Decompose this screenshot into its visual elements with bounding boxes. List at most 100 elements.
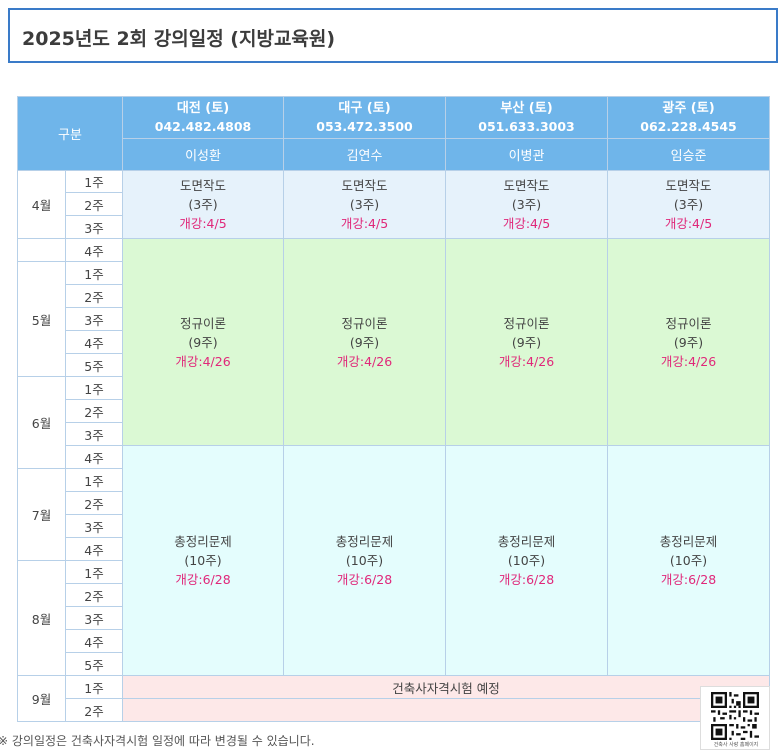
week-cell: 3주 (64, 514, 124, 538)
qr-caption: 건축사 사랑 홈페이지 (713, 742, 759, 748)
header-corner: 구분 (16, 96, 124, 171)
course-open-date: 개강:4/5 (502, 216, 551, 231)
branch-phone: 042.482.4808 (154, 118, 252, 134)
course-cell-theory: 정규이론 (9주) 개강:4/26 (445, 238, 609, 446)
week-cell: 1주 (64, 468, 124, 492)
course-duration: (9주) (673, 334, 704, 350)
course-name: 총정리문제 (335, 534, 394, 549)
course-open-date: 개강:6/28 (498, 572, 555, 587)
month-cell: 7월 (17, 468, 66, 561)
header-row-branches: 구분 대전 (토) 042.482.4808 대구 (토) 053.472.35… (16, 96, 771, 171)
page-title: 2025년도 2회 강의일정 (지방교육원) (22, 28, 336, 50)
course-open-date: 개강:6/28 (175, 572, 231, 587)
course-duration: (9주) (511, 334, 542, 350)
branch-city: 대구 (토) (338, 100, 391, 116)
week-cell: 1주 (64, 170, 124, 193)
course-duration: (10주) (345, 553, 384, 568)
course-name: 도면작도 (665, 178, 712, 193)
course-name: 총정리문제 (659, 534, 718, 549)
branch-city: 부산 (토) (500, 100, 553, 116)
week-cell: 1주 (64, 560, 124, 584)
branch-header-daejeon: 대전 (토) 042.482.4808 (122, 96, 285, 139)
course-open-date: 개강:4/5 (179, 216, 227, 231)
course-open-date: 개강:4/26 (660, 353, 717, 369)
week-cell: 1주 (64, 261, 124, 285)
qr-code-icon (711, 692, 759, 740)
course-name: 총정리문제 (174, 534, 232, 549)
course-cell-drawing: 도면작도 (3주) 개강:4/5 (122, 170, 285, 239)
course-name: 도면작도 (503, 178, 550, 193)
qr-code[interactable]: 건축사 사랑 홈페이지 (700, 686, 770, 750)
course-duration: (10주) (507, 553, 546, 568)
branch-header-gwangju: 광주 (토) 062.228.4545 (607, 96, 771, 139)
course-name: 정규이론 (503, 315, 550, 331)
week-cell: 4주 (64, 330, 124, 354)
course-name: 정규이론 (180, 315, 227, 331)
course-name: 도면작도 (180, 178, 227, 193)
branch-city: 광주 (토) (662, 100, 715, 116)
week-cell: 4주 (64, 238, 124, 262)
header-row-teachers: 이성환 김연수 이병관 임승준 (18, 138, 771, 171)
teacher-daejeon: 이성환 (122, 138, 285, 171)
course-duration: (9주) (188, 334, 218, 350)
branch-phone: 053.472.3500 (316, 118, 413, 134)
week-cell: 2주 (64, 698, 124, 722)
week-cell: 1주 (64, 376, 124, 400)
course-cell-drawing: 도면작도 (3주) 개강:4/5 (445, 170, 609, 239)
schedule-table: 구분 대전 (토) 042.482.4808 대구 (토) 053.472.35… (16, 96, 771, 722)
week-cell: 2주 (64, 284, 124, 308)
course-name: 도면작도 (341, 178, 388, 193)
course-open-date: 개강:4/26 (336, 353, 393, 369)
course-duration: (9주) (349, 334, 380, 350)
week-cell: 2주 (64, 583, 124, 607)
course-duration: (3주) (673, 197, 704, 212)
course-name: 정규이론 (341, 315, 388, 331)
course-cell-theory: 정규이론 (9주) 개강:4/26 (122, 238, 285, 446)
week-cell: 5주 (64, 652, 124, 676)
teacher-gwangju: 임승준 (607, 138, 771, 171)
title-box: 2025년도 2회 강의일정 (지방교육원) (8, 8, 778, 63)
course-open-date: 개강:6/28 (336, 572, 393, 587)
course-cell-review: 총정리문제 (10주) 개강:6/28 (283, 445, 447, 676)
teacher-busan: 이병관 (445, 138, 609, 171)
week-cell: 2주 (64, 491, 124, 515)
course-cell-review: 총정리문제 (10주) 개강:6/28 (607, 445, 771, 676)
course-name: 정규이론 (665, 315, 712, 331)
branch-header-daegu: 대구 (토) 053.472.3500 (283, 96, 447, 139)
branch-phone: 062.228.4545 (640, 118, 737, 134)
exam-note-cell: 건축사자격시험 예정 (122, 675, 771, 699)
branch-header-busan: 부산 (토) 051.633.3003 (445, 96, 609, 139)
week-cell: 5주 (64, 353, 124, 377)
course-duration: (3주) (511, 197, 542, 212)
course-cell-theory: 정규이론 (9주) 개강:4/26 (283, 238, 447, 446)
course-cell-review: 총정리문제 (10주) 개강:6/28 (122, 445, 285, 676)
week-cell: 3주 (64, 422, 124, 446)
month-cell: 8월 (17, 560, 66, 676)
week-cell: 3주 (64, 215, 124, 239)
week-cell: 2주 (64, 192, 124, 216)
course-name: 총정리문제 (497, 534, 556, 549)
course-cell-drawing: 도면작도 (3주) 개강:4/5 (283, 170, 447, 239)
month-cell: 4월 (17, 170, 66, 239)
course-cell-review: 총정리문제 (10주) 개강:6/28 (445, 445, 609, 676)
week-cell: 4주 (64, 629, 124, 653)
teacher-daegu: 김연수 (283, 138, 447, 171)
week-cell: 2주 (64, 399, 124, 423)
week-cell: 4주 (64, 537, 124, 561)
week-cell: 3주 (64, 606, 124, 630)
course-open-date: 개강:6/28 (660, 572, 717, 587)
month-cell: 6월 (17, 376, 66, 469)
course-duration: (3주) (188, 197, 218, 212)
course-open-date: 개강:4/5 (664, 216, 713, 231)
footnote: ※ 강의일정은 건축사자격시험 일정에 따라 변경될 수 있습니다. (0, 734, 315, 748)
week-cell: 1주 (64, 675, 124, 699)
month-cell-continued (17, 238, 66, 262)
course-open-date: 개강:4/26 (498, 353, 555, 369)
branch-city: 대전 (토) (176, 100, 230, 116)
exam-empty-cell (122, 698, 771, 722)
week-cell: 4주 (64, 445, 124, 469)
course-duration: (10주) (184, 553, 222, 568)
course-duration: (3주) (349, 197, 380, 212)
month-cell: 9월 (17, 675, 66, 722)
course-duration: (10주) (669, 553, 708, 568)
